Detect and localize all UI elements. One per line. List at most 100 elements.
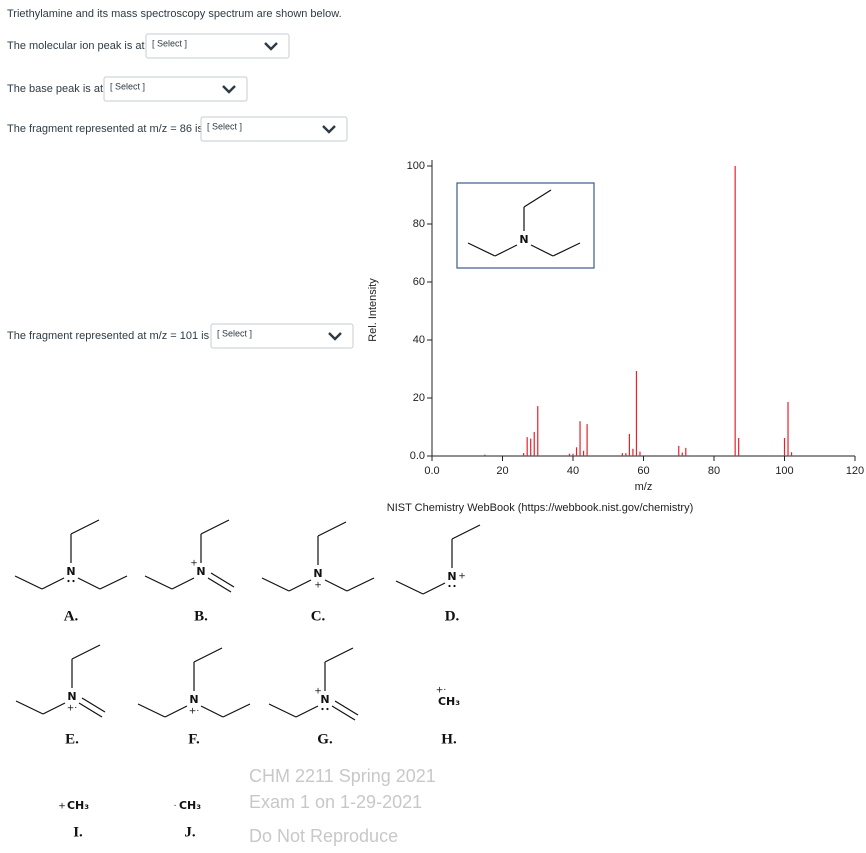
bond bbox=[71, 644, 101, 660]
bond bbox=[99, 575, 128, 590]
charge: +· bbox=[436, 686, 446, 696]
atom-label: N bbox=[320, 693, 329, 706]
charge: + bbox=[314, 581, 322, 591]
bond bbox=[222, 703, 251, 718]
bond bbox=[171, 577, 195, 590]
charge: + bbox=[190, 559, 198, 569]
atom-label: N bbox=[189, 693, 198, 706]
charge: +· bbox=[189, 707, 199, 717]
select-box bbox=[103, 76, 248, 102]
x-axis-label: m/z bbox=[635, 481, 653, 493]
x-tick-label: 80 bbox=[708, 465, 720, 477]
structure: N bbox=[14, 519, 128, 590]
x-tick-label: 100 bbox=[775, 465, 793, 477]
structure: CH₃· bbox=[174, 799, 202, 812]
structure-label: B. bbox=[194, 608, 208, 624]
watermark: CHM 2211 Spring 2021 bbox=[249, 766, 436, 786]
x-tick-label: 40 bbox=[567, 465, 579, 477]
x-tick-label: 60 bbox=[637, 465, 649, 477]
lone-pair bbox=[321, 707, 324, 711]
bond bbox=[295, 705, 319, 718]
bond bbox=[164, 705, 188, 718]
bond bbox=[268, 703, 297, 718]
atom-label: N bbox=[196, 565, 205, 578]
lone-pair bbox=[326, 707, 329, 711]
atom-label: N bbox=[66, 565, 75, 578]
structure-label: D. bbox=[445, 608, 460, 624]
structure-label: E. bbox=[65, 731, 79, 747]
bond bbox=[200, 705, 224, 718]
y-tick-label: 80 bbox=[413, 218, 425, 230]
question-prompt: The molecular ion peak is at bbox=[7, 40, 145, 52]
structure-label: C. bbox=[311, 608, 326, 624]
structure: CH₃+ bbox=[58, 799, 89, 812]
atom-label: N bbox=[447, 570, 456, 583]
select-dropdown[interactable]: [ Select ] bbox=[103, 76, 248, 102]
atom-label: CH₃ bbox=[179, 799, 201, 812]
select-chevron bbox=[322, 125, 336, 134]
bond bbox=[15, 700, 44, 715]
y-axis-label: Rel. Intensity bbox=[367, 278, 379, 342]
select-placeholder: [ Select ] bbox=[152, 38, 187, 48]
bond bbox=[77, 577, 101, 590]
select-dropdown[interactable]: [ Select ] bbox=[210, 323, 354, 349]
bond bbox=[200, 519, 230, 535]
bond bbox=[81, 697, 106, 713]
select-dropdown[interactable]: [ Select ] bbox=[200, 116, 348, 142]
bond bbox=[193, 647, 223, 663]
structure-label: H. bbox=[441, 731, 457, 747]
select-dropdown[interactable]: [ Select ] bbox=[145, 33, 290, 59]
x-tick-label: 20 bbox=[496, 465, 508, 477]
bond bbox=[144, 575, 173, 590]
watermark: Do Not Reproduce bbox=[249, 826, 398, 846]
select-chevron bbox=[328, 332, 342, 341]
select-chevron bbox=[264, 42, 278, 51]
bond bbox=[42, 702, 66, 715]
structure-label: A. bbox=[64, 608, 79, 624]
bond bbox=[324, 647, 354, 663]
structure-label: J. bbox=[184, 824, 196, 840]
bond bbox=[207, 577, 232, 593]
y-tick-label: 40 bbox=[413, 334, 425, 346]
bond bbox=[137, 703, 166, 718]
y-tick-label: 0.0 bbox=[410, 450, 425, 462]
select-placeholder: [ Select ] bbox=[207, 121, 242, 131]
bond bbox=[395, 580, 424, 595]
bond bbox=[451, 524, 481, 540]
x-tick-label: 120 bbox=[846, 465, 864, 477]
select-placeholder: [ Select ] bbox=[110, 81, 145, 91]
bond bbox=[346, 577, 375, 592]
select-box bbox=[145, 33, 290, 59]
inset-atom: N bbox=[519, 233, 528, 246]
question-prompt: The fragment represented at m/z = 86 is bbox=[7, 123, 203, 135]
y-tick-label: 100 bbox=[407, 160, 425, 172]
bond bbox=[78, 702, 103, 718]
atom-label: N bbox=[67, 690, 76, 703]
structure-label: G. bbox=[317, 731, 333, 747]
bond bbox=[70, 519, 100, 535]
bond bbox=[324, 579, 348, 592]
structure: N+ bbox=[261, 521, 375, 592]
chart-source: NIST Chemistry WebBook (https://webbook.… bbox=[387, 502, 693, 514]
structure-inset: N bbox=[456, 182, 595, 269]
structure: N+ bbox=[144, 519, 235, 593]
charge: +· bbox=[67, 704, 77, 714]
bond bbox=[261, 577, 290, 592]
select-chevron bbox=[222, 85, 236, 94]
atom-label: N bbox=[313, 567, 322, 580]
lone-pair bbox=[448, 584, 451, 588]
lone-pair bbox=[67, 579, 70, 583]
structure-label: I. bbox=[73, 824, 83, 840]
bond bbox=[288, 579, 312, 592]
bond bbox=[41, 577, 65, 590]
structure: N+ bbox=[268, 647, 359, 721]
lone-pair bbox=[453, 584, 456, 588]
y-tick-label: 20 bbox=[413, 392, 425, 404]
bond bbox=[331, 705, 356, 721]
select-placeholder: [ Select ] bbox=[217, 328, 252, 338]
charge: · bbox=[174, 802, 177, 812]
structure: N+· bbox=[137, 647, 251, 718]
charge: + bbox=[314, 687, 322, 697]
structure-label: F. bbox=[188, 731, 200, 747]
